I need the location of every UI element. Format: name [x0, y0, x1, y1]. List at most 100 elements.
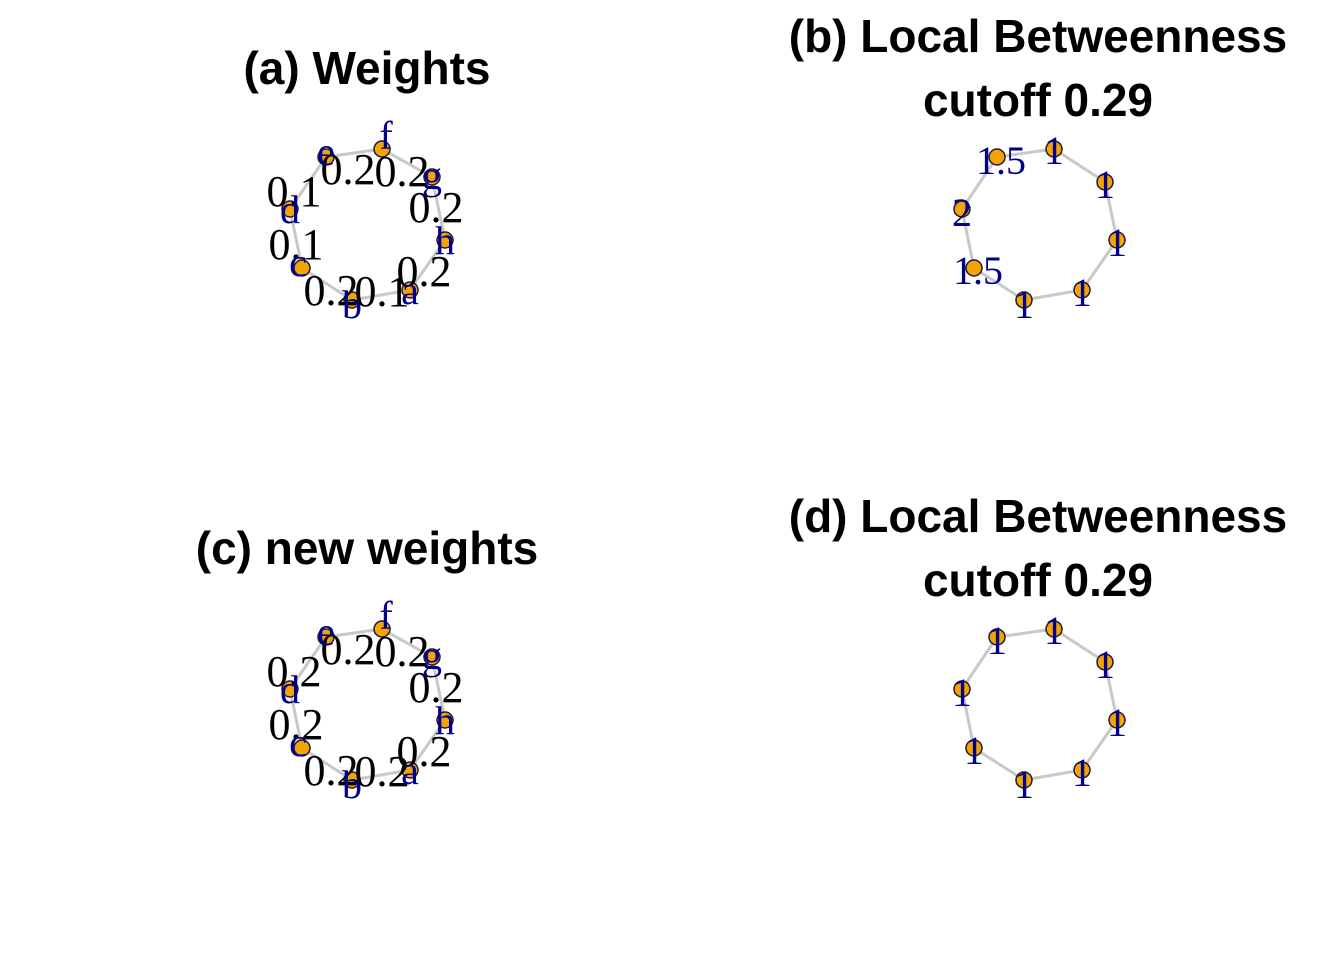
node-betweenness-label: 1 — [1107, 700, 1127, 745]
graph-edge — [430, 176, 447, 241]
graph-node-e — [988, 628, 1006, 646]
node-betweenness-label: 1 — [1014, 762, 1034, 807]
edge-weight-label: 0.2 — [321, 145, 376, 194]
node-betweenness-label: 1 — [1072, 270, 1092, 315]
node-name-label: g — [422, 633, 442, 678]
edge-weight-label: 0.2 — [409, 183, 464, 232]
graph-edge — [1053, 147, 1106, 184]
edge-weight-label: 0.2 — [397, 727, 452, 776]
graph-edge — [430, 656, 447, 721]
graph-node-h — [436, 231, 454, 249]
node-name-label: d — [280, 187, 300, 232]
graph-node-g — [1096, 173, 1114, 191]
graph-edge — [1023, 768, 1083, 782]
node-name-label: f — [379, 113, 393, 158]
graph-edge — [288, 636, 328, 690]
graph-edge — [288, 208, 304, 269]
graph-node-a — [401, 281, 419, 299]
graph-edge — [351, 288, 411, 302]
graph-node-c — [965, 739, 983, 757]
graph-edge — [960, 156, 999, 210]
node-name-label: a — [401, 748, 419, 793]
graph-node-h — [1108, 711, 1126, 729]
node-name-label: h — [435, 698, 455, 743]
graph-node-g — [423, 168, 441, 186]
graph-node-e — [317, 148, 335, 166]
edge-weight-label: 0.1 — [269, 220, 324, 269]
node-name-label: d — [280, 667, 300, 712]
graph-node-e — [317, 628, 335, 646]
graph-edge — [1103, 661, 1119, 721]
graph-edge — [960, 636, 999, 690]
graph-edge — [973, 746, 1025, 782]
node-betweenness-label: 1.5 — [953, 248, 1003, 293]
graph-edge — [960, 208, 976, 269]
node-name-label: g — [422, 153, 442, 198]
graph-edge — [381, 627, 433, 659]
panel-title-line: (c) new weights — [196, 522, 538, 574]
edge-weight-label: 0.2 — [321, 625, 376, 674]
node-betweenness-label: 1.5 — [976, 138, 1026, 183]
edge-weight-label: 0.2 — [375, 627, 430, 676]
graph-node-h — [436, 711, 454, 729]
node-betweenness-label: 1 — [1095, 162, 1115, 207]
graph-edge — [288, 156, 328, 210]
graph-node-c — [293, 739, 311, 757]
graph-node-d — [281, 680, 299, 698]
panel-title-line: cutoff 0.29 — [923, 554, 1153, 606]
graph-node-f — [373, 140, 391, 158]
graph-node-d — [953, 680, 971, 698]
graph-node-g — [423, 648, 441, 666]
graph-edge — [996, 147, 1055, 159]
graph-edge — [996, 627, 1055, 639]
graph-edge — [960, 688, 976, 749]
graph-node-b — [1015, 771, 1033, 789]
edge-weight-label: 0.2 — [409, 663, 464, 712]
edge-weight-label: 0.2 — [375, 147, 430, 196]
graph-node-b — [343, 291, 361, 309]
node-betweenness-label: 1 — [952, 670, 972, 715]
graph-edge — [1080, 239, 1119, 291]
edge-weight-label: 0.1 — [267, 167, 322, 216]
panel-title-line: (a) Weights — [243, 42, 490, 94]
graph-node-f — [1045, 620, 1063, 638]
graph-node-f — [1045, 140, 1063, 158]
node-name-label: e — [317, 609, 335, 654]
graph-edge — [973, 266, 1025, 302]
graph-edge — [1103, 181, 1119, 241]
edge-weight-label: 0.2 — [397, 247, 452, 296]
graph-node-f — [373, 620, 391, 638]
node-betweenness-label: 2 — [952, 190, 972, 235]
graph-edge — [301, 746, 353, 782]
edge-weight-label: 0.2 — [304, 266, 359, 315]
panel-title-line: (b) Local Betweenness — [789, 10, 1287, 62]
node-betweenness-label: 1 — [964, 728, 984, 773]
graph-node-e — [988, 148, 1006, 166]
edge-weight-label: 0.2 — [267, 647, 322, 696]
graph-node-d — [281, 200, 299, 218]
edge-weight-label: 0.2 — [269, 700, 324, 749]
graph-node-a — [1073, 281, 1091, 299]
edge-weight-label: 0.2 — [304, 746, 359, 795]
graph-node-c — [965, 259, 983, 277]
graph-edge — [381, 147, 433, 179]
node-name-label: f — [379, 593, 393, 638]
node-name-label: b — [342, 762, 362, 807]
node-betweenness-label: 1 — [1095, 642, 1115, 687]
graph-edge — [351, 768, 411, 782]
node-betweenness-label: 1 — [1072, 750, 1092, 795]
node-betweenness-label: 1 — [1107, 220, 1127, 265]
graph-node-a — [401, 761, 419, 779]
graph-edge — [288, 688, 304, 749]
node-name-label: c — [289, 720, 307, 765]
node-name-label: h — [435, 218, 455, 263]
edge-weight-label: 0.2 — [355, 747, 410, 796]
graph-node-g — [1096, 653, 1114, 671]
node-betweenness-label: 1 — [987, 618, 1007, 663]
node-name-label: a — [401, 268, 419, 313]
